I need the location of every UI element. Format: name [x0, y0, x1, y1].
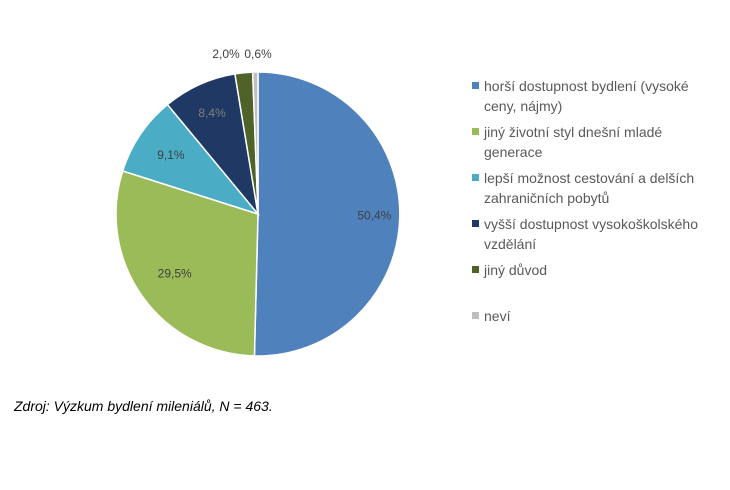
legend-swatch [472, 128, 479, 135]
pie-slice-3 [121, 103, 261, 216]
data-label-6: 0,6% [244, 47, 272, 61]
data-label-3: 9,1% [157, 148, 185, 162]
legend-swatch [472, 266, 479, 273]
legend-label: vyšší dostupnost vysokoškolského vzdělán… [484, 216, 698, 252]
legend-item-6: neví [472, 306, 722, 326]
legend-label: neví [484, 308, 511, 324]
data-label-1: 50,4% [357, 209, 391, 223]
legend-swatch [472, 312, 479, 319]
legend-label: jiný životní styl dnešní mladé generace [484, 124, 663, 160]
data-label-2: 29,5% [158, 266, 192, 280]
legend-item-4: vyšší dostupnost vysokoškolského vzdělán… [472, 214, 722, 260]
legend-swatch [472, 82, 479, 89]
pie-data-labels: 50,4% 29,5% 9,1% 8,4% 2,0% 0,6% [157, 47, 392, 280]
legend-item-3: lepší možnost cestování a delších zahran… [472, 168, 722, 214]
pie-slice-1 [253, 71, 401, 357]
legend-item-1: horší dostupnost bydlení (vysoké ceny, n… [472, 76, 722, 122]
legend-swatch [472, 174, 479, 181]
legend-label: horší dostupnost bydlení (vysoké ceny, n… [484, 78, 689, 114]
legend-item-5: jiný důvod [472, 260, 722, 306]
data-label-5: 2,0% [212, 47, 240, 61]
legend-label: lepší možnost cestování a delších zahran… [484, 170, 695, 206]
pie-slice-2 [115, 170, 259, 357]
legend-item-2: jiný životní styl dnešní mladé generace [472, 122, 722, 168]
legend-label: jiný důvod [484, 262, 548, 278]
source-caption: Zdroj: Výzkum bydlení mileniálů, N = 463… [14, 398, 273, 414]
data-label-4: 8,4% [198, 106, 226, 120]
legend-swatch [472, 220, 479, 227]
chart-legend: horší dostupnost bydlení (vysoké ceny, n… [472, 76, 722, 326]
pie-slices [115, 71, 401, 357]
pie-slice-6 [251, 71, 259, 215]
